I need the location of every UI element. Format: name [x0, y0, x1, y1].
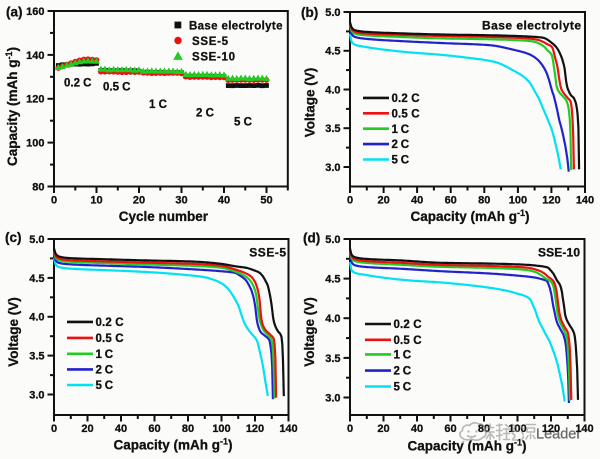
svg-text:2 C: 2 C: [96, 365, 114, 377]
svg-text:140: 140: [575, 423, 593, 435]
svg-text:20: 20: [133, 195, 145, 207]
svg-text:5 C: 5 C: [234, 117, 252, 129]
svg-text:Base electrolyte: Base electrolyte: [482, 19, 581, 33]
svg-text:0.5 C: 0.5 C: [392, 108, 420, 120]
svg-text:SSE-10: SSE-10: [192, 51, 235, 63]
svg-text:4.0: 4.0: [29, 312, 44, 324]
svg-text:40: 40: [411, 195, 423, 207]
svg-text:Base electrolyte: Base electrolyte: [189, 20, 283, 32]
svg-text:80: 80: [478, 195, 490, 207]
svg-text:3.5: 3.5: [325, 123, 340, 135]
svg-text:140: 140: [26, 50, 44, 62]
svg-text:0.5 C: 0.5 C: [394, 335, 422, 347]
svg-text:50: 50: [260, 195, 272, 207]
svg-text:3.0: 3.0: [325, 392, 340, 404]
svg-text:4.5: 4.5: [29, 273, 44, 285]
svg-text:Voltage (V): Voltage (V): [6, 297, 21, 367]
svg-text:10: 10: [90, 195, 102, 207]
svg-text:3.0: 3.0: [29, 389, 44, 401]
svg-text:1 C: 1 C: [96, 349, 114, 361]
svg-text:160: 160: [26, 6, 44, 18]
svg-text:5 C: 5 C: [392, 155, 410, 167]
svg-text:2 C: 2 C: [394, 366, 412, 378]
svg-text:0: 0: [51, 195, 57, 207]
svg-text:100: 100: [509, 195, 527, 207]
svg-text:20: 20: [377, 423, 389, 435]
svg-text:(d): (d): [303, 231, 320, 246]
svg-text:20: 20: [377, 195, 389, 207]
svg-text:(c): (c): [5, 230, 22, 245]
svg-text:5.0: 5.0: [29, 234, 44, 246]
svg-text:140: 140: [576, 195, 594, 207]
svg-text:140: 140: [279, 423, 297, 435]
svg-text:40: 40: [411, 423, 423, 435]
svg-text:Capacity (mAh g-1): Capacity (mAh g-1): [407, 438, 526, 454]
svg-text:100: 100: [508, 423, 526, 435]
svg-text:0.5 C: 0.5 C: [96, 333, 124, 345]
svg-text:Voltage (V): Voltage (V): [302, 297, 317, 367]
svg-text:80: 80: [182, 423, 194, 435]
svg-text:2 C: 2 C: [392, 139, 410, 151]
svg-text:40: 40: [115, 423, 127, 435]
svg-text:3.5: 3.5: [29, 351, 44, 363]
svg-text:100: 100: [26, 138, 44, 150]
svg-text:1 C: 1 C: [392, 124, 410, 136]
svg-text:Leader: Leader: [536, 427, 581, 443]
svg-text:SSE-10: SSE-10: [538, 245, 580, 259]
svg-text:Capacity (mAh g-1): Capacity (mAh g-1): [410, 208, 529, 224]
svg-text:0.5 C: 0.5 C: [103, 82, 131, 94]
svg-text:(b): (b): [301, 5, 318, 20]
svg-text:3.5: 3.5: [325, 353, 340, 365]
svg-text:100: 100: [212, 423, 230, 435]
svg-text:SSE-5: SSE-5: [192, 36, 229, 48]
svg-text:120: 120: [26, 94, 44, 106]
svg-text:30: 30: [175, 195, 187, 207]
svg-text:5 C: 5 C: [394, 382, 412, 394]
svg-text:120: 120: [246, 423, 264, 435]
svg-text:20: 20: [81, 423, 93, 435]
svg-text:120: 120: [542, 195, 560, 207]
svg-text:60: 60: [445, 195, 457, 207]
svg-text:40: 40: [218, 195, 230, 207]
svg-text:0.2 C: 0.2 C: [394, 319, 422, 331]
svg-text:0: 0: [347, 195, 353, 207]
svg-text:0: 0: [51, 423, 57, 435]
svg-text:Voltage (V): Voltage (V): [303, 68, 318, 138]
svg-text:Cycle number: Cycle number: [119, 209, 209, 224]
svg-text:5.0: 5.0: [325, 234, 340, 246]
svg-text:(a): (a): [6, 5, 23, 20]
svg-text:4.5: 4.5: [325, 46, 340, 58]
svg-text:4.5: 4.5: [325, 274, 340, 286]
svg-text:2 C: 2 C: [196, 108, 214, 120]
svg-text:4.0: 4.0: [325, 84, 340, 96]
svg-text:5.0: 5.0: [325, 7, 340, 19]
svg-text:80: 80: [32, 181, 44, 193]
svg-text:60: 60: [444, 423, 456, 435]
svg-text:0.2 C: 0.2 C: [64, 78, 92, 90]
svg-text:1 C: 1 C: [394, 350, 412, 362]
svg-text:4.0: 4.0: [325, 313, 340, 325]
svg-text:1 C: 1 C: [149, 99, 167, 111]
svg-text:0.2 C: 0.2 C: [392, 93, 420, 105]
svg-text:60: 60: [148, 423, 160, 435]
svg-text:120: 120: [542, 423, 560, 435]
svg-text:0: 0: [347, 423, 353, 435]
svg-text:Capacity (mAh g-1): Capacity (mAh g-1): [4, 47, 20, 166]
svg-text:SSE-5: SSE-5: [249, 246, 286, 260]
svg-text:5 C: 5 C: [96, 380, 114, 392]
svg-text:Capacity (mAh g-1): Capacity (mAh g-1): [113, 437, 232, 453]
svg-text:3.0: 3.0: [325, 162, 340, 174]
svg-text:0.2 C: 0.2 C: [96, 317, 124, 329]
